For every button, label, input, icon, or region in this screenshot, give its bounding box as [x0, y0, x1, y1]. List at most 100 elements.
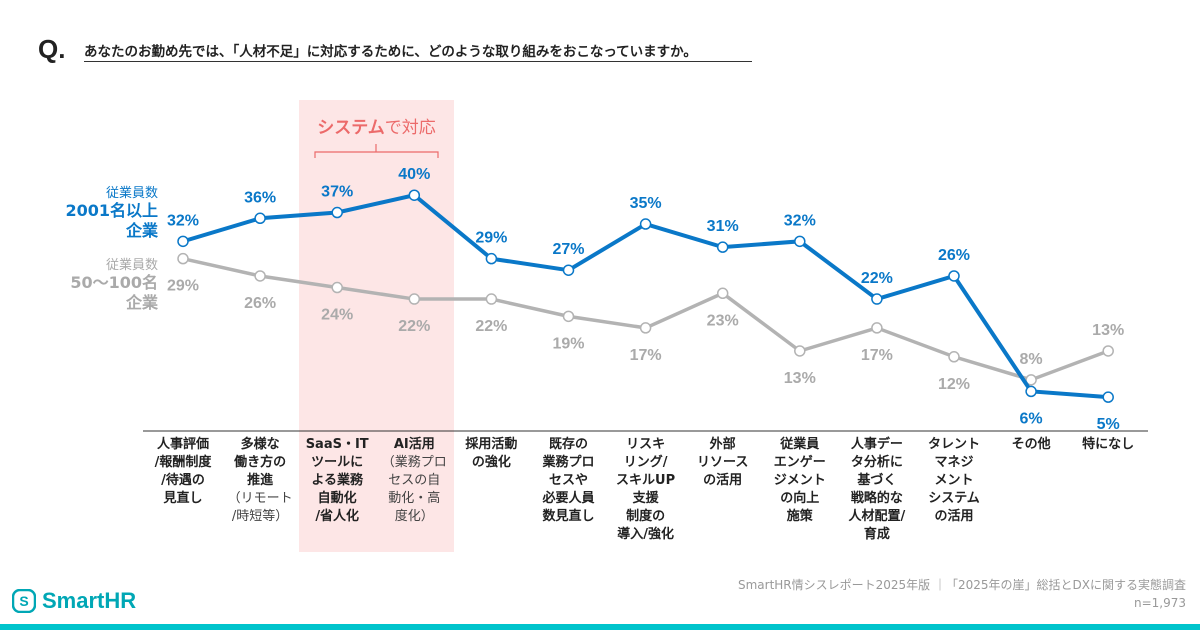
highlight-bracket — [314, 144, 439, 158]
category-label: 採用活動 の強化 — [451, 436, 531, 472]
category-label: AI活用 （業務プロ セスの自 動化・高 度化） — [374, 436, 454, 526]
category-label: タレント マネジ メント システム の活用 — [914, 436, 994, 526]
data-point — [485, 252, 498, 265]
data-label: 26% — [938, 247, 970, 264]
data-label: 27% — [552, 241, 584, 258]
data-point — [871, 322, 883, 334]
data-label: 35% — [630, 195, 662, 212]
category-main: SaaS・IT ツールに よる業務 自動化 /省人化 — [305, 437, 369, 524]
question-underline — [84, 61, 752, 62]
data-label: 32% — [167, 212, 199, 229]
data-label: 23% — [707, 312, 739, 329]
legend-small: 従業員数 50〜100名 企業 — [40, 254, 158, 313]
category-main: AI活用 — [393, 437, 435, 452]
data-point — [639, 322, 652, 334]
legend-small-top: 従業員数 — [105, 258, 158, 273]
category-sub: （リモート /時短等） — [227, 491, 293, 524]
data-label: 31% — [707, 218, 739, 235]
svg-text:S: S — [19, 593, 28, 609]
category-main: タレント マネジ メント システム の活用 — [927, 437, 980, 524]
data-label: 26% — [244, 295, 276, 312]
data-label: 29% — [167, 278, 199, 295]
data-label: 36% — [244, 189, 276, 206]
data-label: 13% — [1092, 322, 1124, 339]
data-point — [254, 212, 266, 225]
data-point — [794, 235, 806, 248]
legend-large-top: 従業員数 — [105, 186, 158, 201]
highlight-title: システムで対応 — [299, 113, 454, 138]
question-mark: Q. — [38, 34, 66, 64]
category-main: リスキ リング/ スキルUP 支援 制度の 導入/強化 — [616, 437, 676, 542]
data-point — [177, 252, 189, 265]
data-label: 22% — [398, 318, 430, 335]
category-label: その他 — [991, 436, 1071, 454]
logo-text: SmartHR — [42, 588, 137, 613]
category-main: 外部 リソース の活用 — [697, 437, 749, 488]
data-label: 19% — [552, 335, 584, 352]
data-label: 17% — [861, 347, 893, 364]
category-main: その他 — [1011, 437, 1051, 452]
legend-large: 従業員数 2001名以上 企業 — [40, 182, 158, 241]
category-main: 多様な 働き方の 推進 — [234, 437, 287, 488]
footer: SmartHR情シスレポート2025年版 ｜「2025年の崖」総括とDXに関する… — [738, 576, 1186, 612]
data-point — [562, 264, 575, 276]
data-label: 37% — [321, 184, 353, 201]
category-label: SaaS・IT ツールに よる業務 自動化 /省人化 — [297, 436, 377, 526]
data-point — [948, 270, 960, 282]
data-point — [1102, 391, 1114, 403]
highlight-title-strong: システム — [317, 118, 385, 138]
data-label: 22% — [475, 318, 507, 335]
category-main: 特になし — [1082, 437, 1135, 452]
category-label: 人事デー タ分析に 基づく 戦略的な 人材配置/ 育成 — [837, 436, 917, 544]
bottom-accent-bar — [0, 624, 1200, 630]
category-label: 既存の 業務プロ セスや 必要人員 数見直し — [529, 436, 609, 526]
smarthr-logo: S SmartHR — [12, 588, 136, 614]
category-main: 採用活動 の強化 — [465, 437, 518, 470]
data-point — [562, 310, 575, 323]
category-label: 外部 リソース の活用 — [683, 436, 763, 490]
data-point — [254, 270, 266, 282]
data-point — [716, 241, 729, 253]
category-sub: （業務プロ セスの自 動化・高 度化） — [381, 455, 447, 524]
data-label: 24% — [321, 307, 353, 324]
highlight-band — [299, 100, 454, 552]
data-label: 22% — [861, 270, 893, 287]
data-point — [1025, 374, 1037, 386]
legend-large-main: 2001名以上 企業 — [65, 201, 158, 240]
category-label: 特になし — [1068, 436, 1148, 454]
data-point — [1102, 345, 1114, 357]
data-point — [716, 287, 729, 300]
footer-sample-size: n=1,973 — [1133, 596, 1186, 610]
data-label: 13% — [784, 370, 816, 387]
data-point — [331, 281, 343, 294]
category-label: 多様な 働き方の 推進 （リモート /時短等） — [220, 436, 300, 526]
category-main: 人事評価 /報酬制度 /待遇の 見直し — [154, 437, 212, 506]
logo-icon: S — [12, 589, 36, 613]
data-point — [639, 218, 652, 230]
data-point — [408, 189, 421, 201]
data-point — [408, 293, 421, 305]
data-label: 8% — [1020, 351, 1043, 368]
question-text: あなたのお勤め先では、「人材不足」に対応するために、どのような取り組みをおこなっ… — [84, 44, 697, 60]
data-label: 32% — [784, 212, 816, 229]
data-point — [871, 293, 883, 305]
data-point — [948, 351, 960, 363]
category-label: 人事評価 /報酬制度 /待遇の 見直し — [143, 436, 223, 508]
footer-source: SmartHR情シスレポート2025年版 ｜「2025年の崖」総括とDXに関する… — [737, 578, 1186, 592]
category-label: 従業員 エンゲー ジメント の向上 施策 — [760, 436, 840, 526]
data-point — [794, 345, 806, 357]
data-label: 5% — [1097, 416, 1120, 433]
data-point — [485, 293, 498, 305]
category-label: リスキ リング/ スキルUP 支援 制度の 導入/強化 — [606, 436, 686, 544]
data-label: 40% — [398, 166, 430, 183]
data-point — [177, 235, 189, 248]
data-label: 17% — [630, 347, 662, 364]
data-label: 29% — [475, 230, 507, 247]
category-main: 既存の 業務プロ セスや 必要人員 数見直し — [542, 437, 595, 524]
category-main: 人事デー タ分析に 基づく 戦略的な 人材配置/ 育成 — [848, 437, 906, 542]
legend-small-main: 50〜100名 企業 — [70, 273, 158, 312]
data-label: 6% — [1020, 410, 1043, 427]
data-point — [1025, 385, 1037, 398]
highlight-title-rest: で対応 — [384, 118, 436, 138]
